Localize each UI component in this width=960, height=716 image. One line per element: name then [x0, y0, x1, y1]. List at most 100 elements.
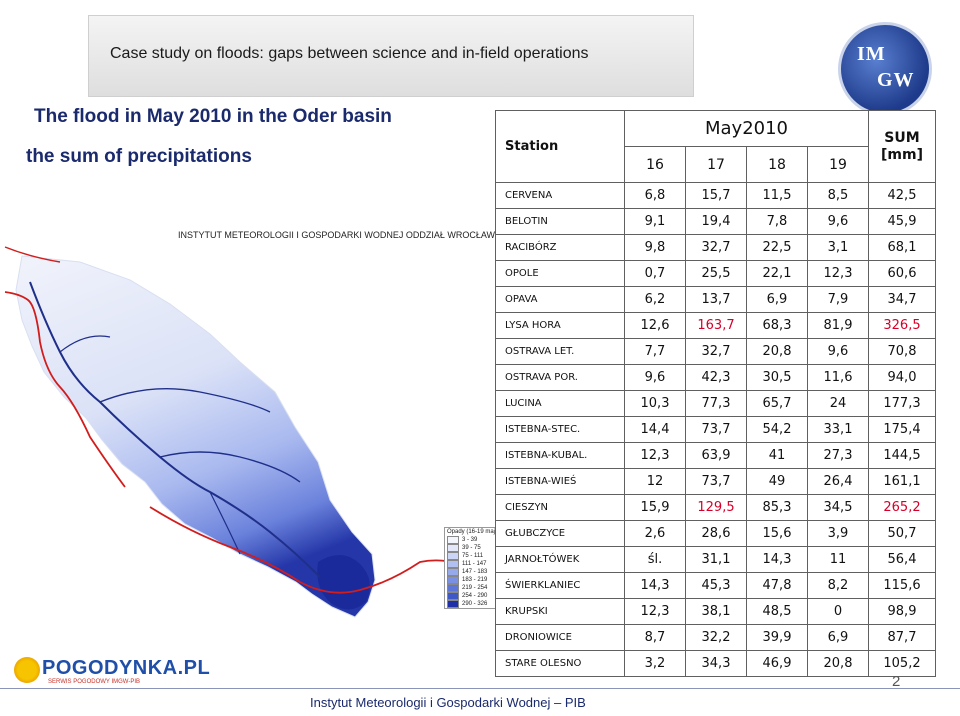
table-row: OSTRAVA LET. 7,7 32,7 20,8 9,6 70,8: [495, 338, 936, 365]
station-name: OPAVA: [495, 286, 625, 313]
day-value-16: 12: [624, 468, 686, 495]
tributary-1: [99, 387, 271, 413]
day-value-16: 6,8: [624, 182, 686, 209]
day-value-19: 26,4: [807, 468, 869, 495]
legend-label: 75 - 111: [462, 553, 484, 559]
header-day-18: 18: [746, 146, 808, 183]
page-number: 2: [892, 673, 901, 690]
day-value-16: 14,3: [624, 572, 686, 599]
day-value-19: 24: [807, 390, 869, 417]
day-value-19: 12,3: [807, 260, 869, 287]
day-value-19: 81,9: [807, 312, 869, 339]
pogodynka-subtitle: SERWIS POGODOWY IMGW-PIB: [48, 679, 141, 685]
legend-label: 147 - 183: [462, 569, 488, 575]
day-value-18: 47,8: [746, 572, 808, 599]
day-value-18: 65,7: [746, 390, 808, 417]
station-name: DRONIOWICE: [495, 624, 625, 651]
day-value-18: 54,2: [746, 416, 808, 443]
day-value-18: 48,5: [746, 598, 808, 625]
header-sum: SUM [mm]: [868, 110, 936, 183]
sum-value: 98,9: [868, 598, 936, 625]
table-row: LUCINA 10,3 77,3 65,7 24 177,3: [495, 390, 936, 417]
logo-text-1: IM: [857, 43, 886, 65]
table-row: OSTRAVA POR. 9,6 42,3 30,5 11,6 94,0: [495, 364, 936, 391]
sum-value: 70,8: [868, 338, 936, 365]
table-row: LYSA HORA 12,6 163,7 68,3 81,9 326,5: [495, 312, 936, 339]
table-row: OPOLE 0,7 25,5 22,1 12,3 60,6: [495, 260, 936, 287]
legend-item: 111 - 147: [445, 560, 501, 568]
sum-value: 105,2: [868, 650, 936, 677]
day-value-18: 15,6: [746, 520, 808, 547]
legend-swatch: [447, 552, 459, 560]
tributary-3: [59, 335, 111, 353]
legend-swatch: [447, 560, 459, 568]
legend-label: 254 - 290: [462, 593, 488, 599]
legend-label: 219 - 254: [462, 585, 488, 591]
station-name: RACIBÓRZ: [495, 234, 625, 261]
sum-value: 177,3: [868, 390, 936, 417]
day-value-19: 11,6: [807, 364, 869, 391]
day-value-19: 8,2: [807, 572, 869, 599]
hotspot: [317, 554, 370, 610]
station-name: GŁUBCZYCE: [495, 520, 625, 547]
day-value-16: 12,6: [624, 312, 686, 339]
legend-swatch: [447, 568, 459, 576]
station-name: OSTRAVA LET.: [495, 338, 625, 365]
day-value-19: 9,6: [807, 208, 869, 235]
day-value-17: 31,1: [685, 546, 747, 573]
day-value-19: 7,9: [807, 286, 869, 313]
day-value-16: 12,3: [624, 442, 686, 469]
legend-label: 111 - 147: [462, 561, 487, 567]
legend-label: 39 - 75: [462, 545, 481, 551]
sum-value: 50,7: [868, 520, 936, 547]
sum-value: 45,9: [868, 208, 936, 235]
sum-value: 326,5: [868, 312, 936, 339]
day-value-18: 14,3: [746, 546, 808, 573]
day-value-18: 39,9: [746, 624, 808, 651]
day-value-17: 28,6: [685, 520, 747, 547]
station-name: LUCINA: [495, 390, 625, 417]
legend-item: 3 - 39: [445, 536, 501, 544]
legend-item: 147 - 183: [445, 568, 501, 576]
sum-value: 87,7: [868, 624, 936, 651]
pogodynka-title: POGODYNKA.PL: [42, 657, 211, 679]
border-1: [4, 291, 126, 488]
sum-value: 161,1: [868, 468, 936, 495]
day-value-16: 6,2: [624, 286, 686, 313]
table-row: ISTEBNA-KUBAL. 12,3 63,9 41 27,3 144,5: [495, 442, 936, 469]
legend-item: 254 - 290: [445, 592, 501, 600]
page-title: The flood in May 2010 in the Oder basin: [34, 106, 392, 127]
day-value-17: 63,9: [685, 442, 747, 469]
day-value-17: 73,7: [685, 416, 747, 443]
table-row: KRUPSKI 12,3 38,1 48,5 0 98,9: [495, 598, 936, 625]
day-value-18: 49: [746, 468, 808, 495]
legend-label: 3 - 39: [462, 537, 478, 543]
table-row: BELOTIN 9,1 19,4 7,8 9,6 45,9: [495, 208, 936, 235]
day-value-19: 3,1: [807, 234, 869, 261]
table-header-row-1: Station May2010 SUM [mm]: [495, 110, 936, 183]
tributary-2: [159, 451, 301, 483]
day-value-19: 6,9: [807, 624, 869, 651]
day-value-18: 20,8: [746, 338, 808, 365]
header-day-19: 19: [807, 146, 869, 183]
station-name: OSTRAVA POR.: [495, 364, 625, 391]
map-institute-label: INSTYTUT METEOROLOGII I GOSPODARKI WODNE…: [178, 230, 496, 240]
day-value-17: 15,7: [685, 182, 747, 209]
table-row: OPAVA 6,2 13,7 6,9 7,9 34,7: [495, 286, 936, 313]
day-value-19: 11: [807, 546, 869, 573]
day-value-17: 32,2: [685, 624, 747, 651]
station-name: STARE OLESNO: [495, 650, 625, 677]
footer-institute: Instytut Meteorologii i Gospodarki Wodne…: [310, 695, 586, 710]
day-value-18: 22,5: [746, 234, 808, 261]
sum-value: 34,7: [868, 286, 936, 313]
day-value-16: śl.: [624, 546, 686, 573]
day-value-19: 27,3: [807, 442, 869, 469]
legend-swatch: [447, 600, 459, 608]
sun-icon: [14, 657, 40, 683]
day-value-16: 2,6: [624, 520, 686, 547]
legend-item: 39 - 75: [445, 544, 501, 552]
day-value-18: 85,3: [746, 494, 808, 521]
logo-text-2: GW: [877, 69, 915, 91]
precipitation-table: Station May2010 SUM [mm] 16 17 18 19 CERV…: [495, 110, 936, 677]
table-row: RACIBÓRZ 9,8 32,7 22,5 3,1 68,1: [495, 234, 936, 261]
